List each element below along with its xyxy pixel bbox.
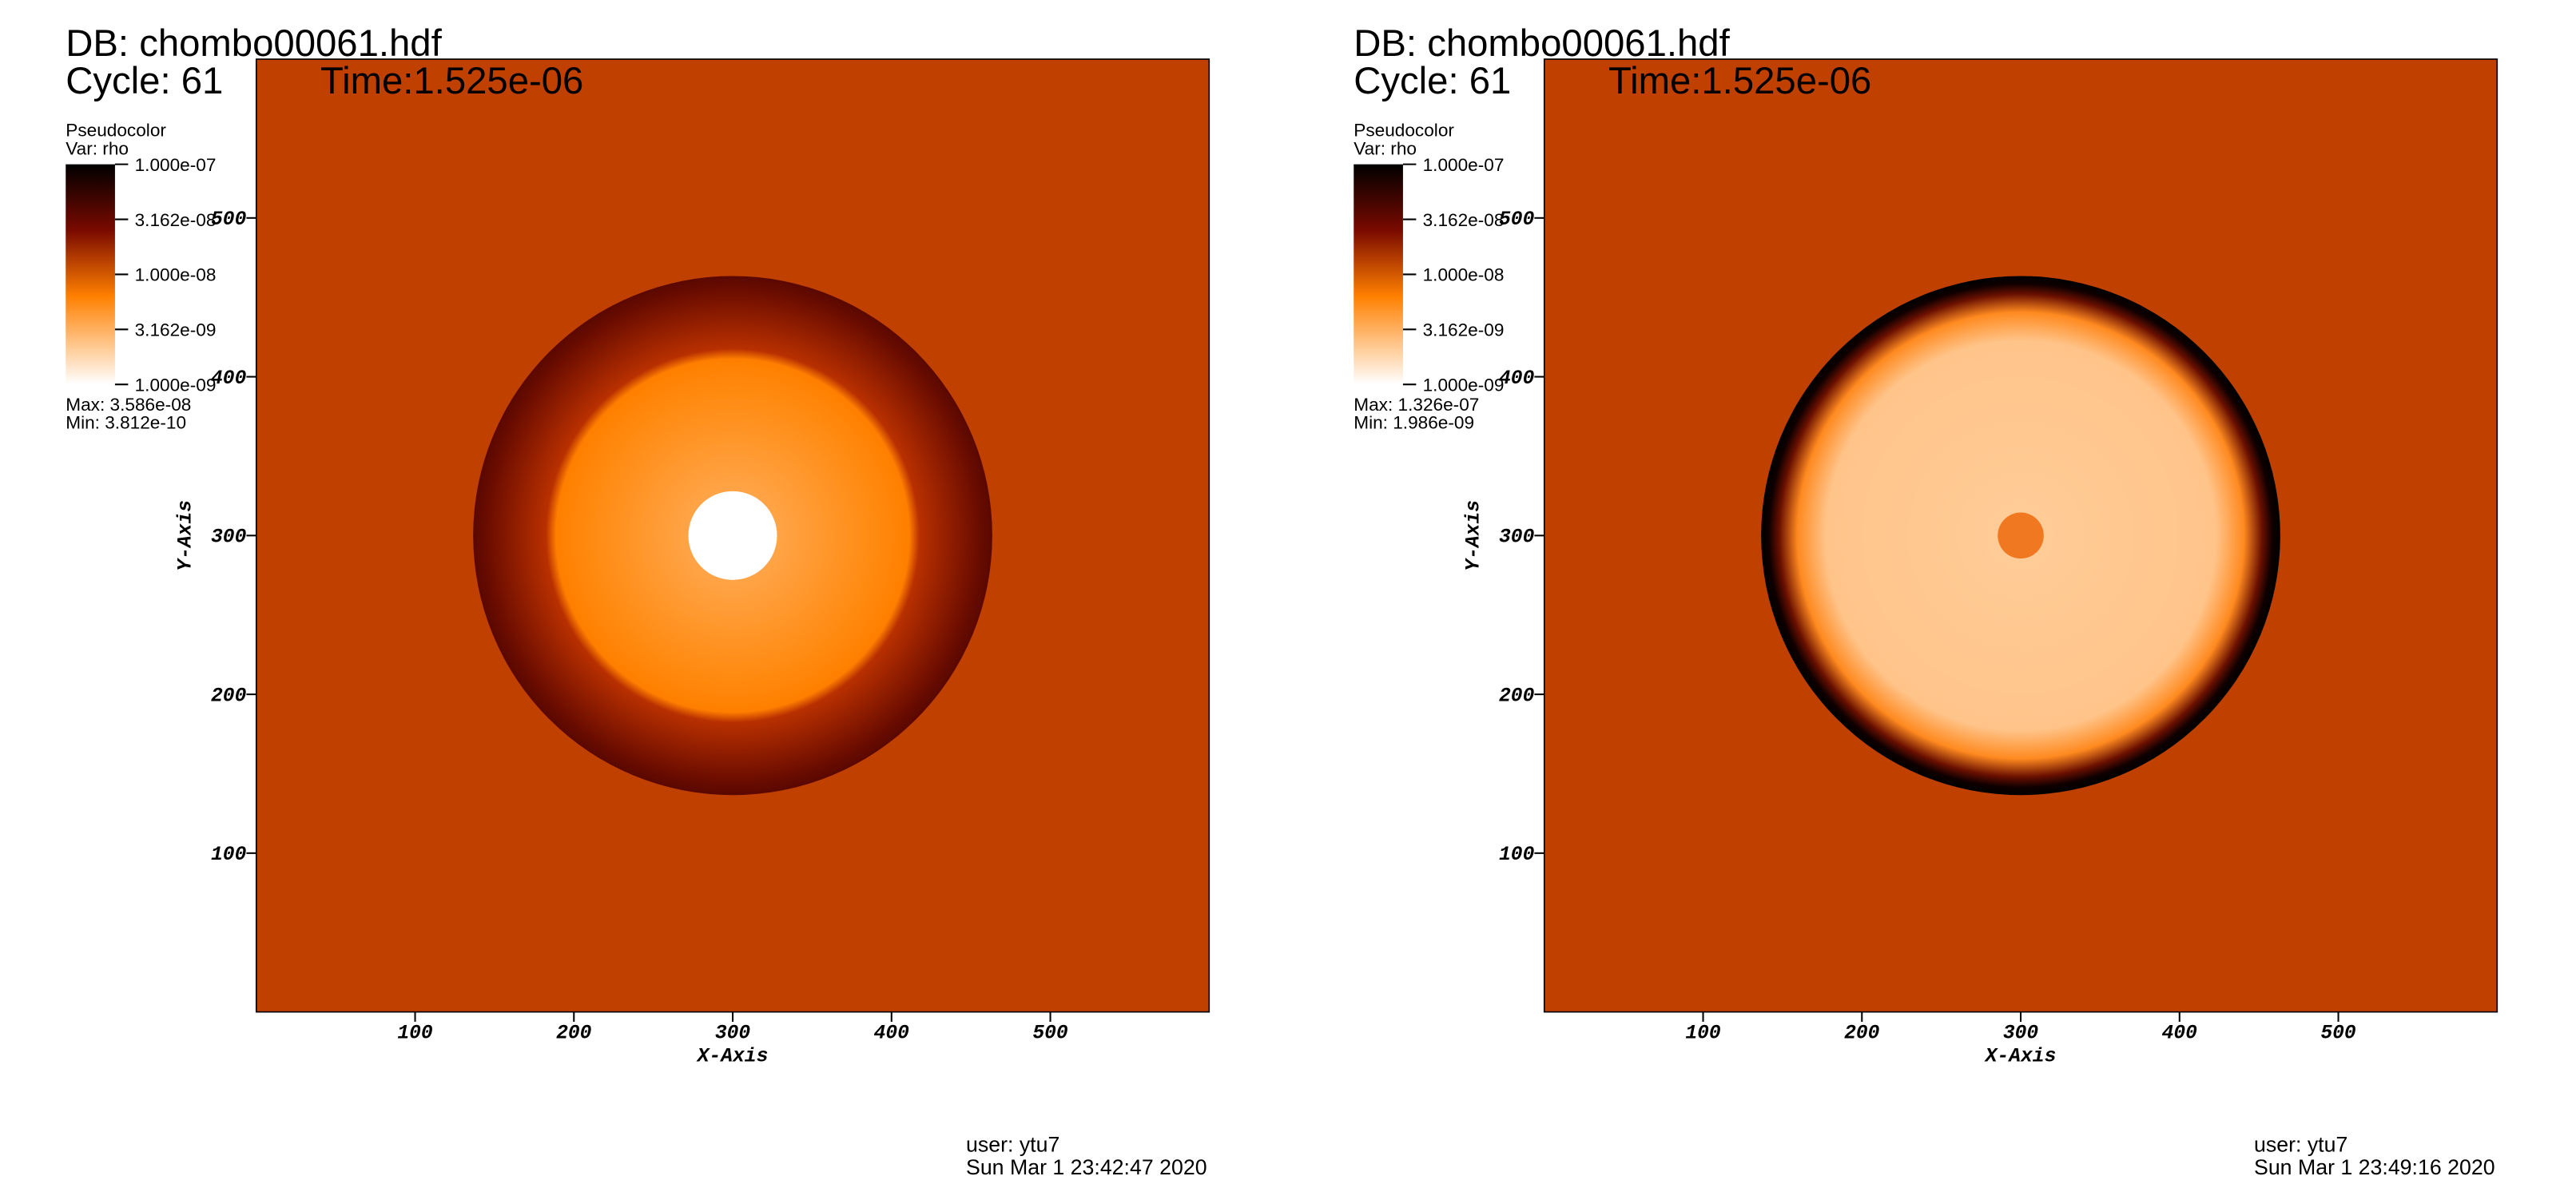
- date-label: Sun Mar 1 23:49:16 2020: [2254, 1155, 2495, 1179]
- colorbar-tick-label: 1.000e-08: [135, 265, 217, 285]
- time-label: Time:1.525e-06: [320, 60, 583, 102]
- colorbar-tick-label: 1.000e-09: [1423, 375, 1505, 395]
- date-label: Sun Mar 1 23:42:47 2020: [966, 1155, 1207, 1179]
- density-core: [1998, 512, 2044, 559]
- colorbar-tick-label: 1.000e-07: [1423, 155, 1505, 175]
- x-tick-label: 100: [1685, 1023, 1721, 1045]
- colorbar-tick-label: 1.000e-07: [135, 155, 217, 175]
- database-title: DB: chombo00061.hdf: [1354, 22, 1730, 65]
- x-tick-label: 500: [2320, 1023, 2356, 1045]
- cycle-label: Cycle: 61: [1354, 60, 1511, 102]
- colorbar-tick-label: 1.000e-09: [135, 375, 217, 395]
- y-tick-label: 500: [211, 209, 247, 231]
- x-tick-label: 300: [715, 1023, 751, 1045]
- colorbar-tick-label: 3.162e-09: [135, 320, 217, 340]
- x-tick-label: 200: [556, 1023, 592, 1045]
- y-tick-label: 100: [211, 844, 247, 866]
- time-label: Time:1.525e-06: [1608, 60, 1871, 102]
- y-tick-label: 100: [1499, 844, 1535, 866]
- y-tick-label: 200: [211, 685, 247, 707]
- y-tick-label: 400: [211, 368, 247, 390]
- x-axis-title: X-Axis: [696, 1045, 769, 1067]
- y-axis-title: Y-Axis: [1463, 500, 1485, 571]
- legend-variable: Var: rho: [66, 138, 129, 158]
- colorbar-tick-label: 3.162e-08: [135, 210, 217, 230]
- min-label: Min: 3.812e-10: [66, 413, 186, 433]
- database-title: DB: chombo00061.hdf: [66, 22, 442, 65]
- colorbar: [1354, 164, 1403, 385]
- min-label: Min: 1.986e-09: [1354, 413, 1474, 433]
- user-label: user: ytu7: [966, 1132, 1059, 1156]
- max-label: Max: 1.326e-07: [1354, 395, 1479, 415]
- x-tick-label: 400: [874, 1023, 910, 1045]
- y-tick-label: 200: [1499, 685, 1535, 707]
- legend-title: Pseudocolor: [1354, 121, 1454, 141]
- colorbar-tick-label: 1.000e-08: [1423, 265, 1505, 285]
- legend-variable: Var: rho: [1354, 138, 1417, 158]
- max-label: Max: 3.586e-08: [66, 395, 191, 415]
- x-tick-label: 400: [2162, 1023, 2198, 1045]
- legend-title: Pseudocolor: [66, 121, 166, 141]
- colorbar: [66, 164, 115, 385]
- y-tick-label: 300: [1499, 526, 1535, 549]
- y-tick-label: 300: [211, 526, 247, 549]
- x-tick-label: 500: [1032, 1023, 1068, 1045]
- x-tick-label: 100: [397, 1023, 433, 1045]
- y-axis-title: Y-Axis: [175, 500, 197, 571]
- y-tick-label: 500: [1499, 209, 1535, 231]
- density-core: [688, 491, 777, 580]
- user-label: user: ytu7: [2254, 1132, 2347, 1156]
- colorbar-tick-label: 3.162e-09: [1423, 320, 1505, 340]
- x-tick-label: 300: [2003, 1023, 2039, 1045]
- y-tick-label: 400: [1499, 368, 1535, 390]
- cycle-label: Cycle: 61: [66, 60, 223, 102]
- x-axis-title: X-Axis: [1984, 1045, 2057, 1067]
- x-tick-label: 200: [1844, 1023, 1880, 1045]
- colorbar-tick-label: 3.162e-08: [1423, 210, 1505, 230]
